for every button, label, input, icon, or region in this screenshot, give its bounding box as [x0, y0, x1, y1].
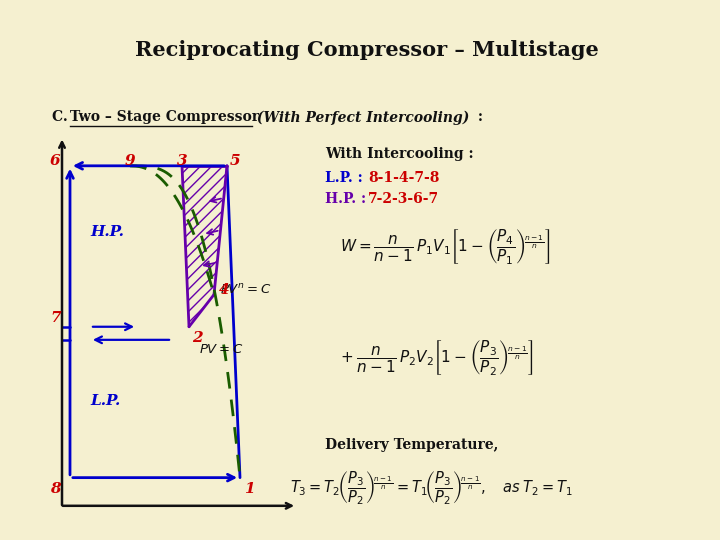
Text: With Intercooling :: With Intercooling :: [325, 147, 474, 161]
Text: 9: 9: [125, 154, 135, 168]
Text: Delivery Temperature,: Delivery Temperature,: [325, 438, 498, 453]
Text: 6: 6: [50, 154, 60, 168]
Text: C.: C.: [52, 111, 73, 125]
Text: 5: 5: [230, 154, 240, 168]
Text: Two – Stage Compressor: Two – Stage Compressor: [70, 111, 259, 125]
Text: 2: 2: [192, 331, 202, 345]
Text: H.P.: H.P.: [90, 225, 124, 239]
Text: 7-2-3-6-7: 7-2-3-6-7: [368, 192, 439, 206]
Text: 7: 7: [50, 310, 60, 325]
Text: L.P.: L.P.: [90, 394, 120, 408]
Text: 8-1-4-7-8: 8-1-4-7-8: [368, 171, 439, 185]
Text: $+\;\dfrac{n}{n-1}\, P_2 V_2 \left[1-\left(\dfrac{P_3}{P_2}\right)^{\!\frac{n-1}: $+\;\dfrac{n}{n-1}\, P_2 V_2 \left[1-\le…: [340, 338, 534, 377]
Text: Reciprocating Compressor – Multistage: Reciprocating Compressor – Multistage: [135, 40, 599, 60]
Text: $W = \dfrac{n}{n-1}\, P_1 V_1 \left[1-\left(\dfrac{P_4}{P_1}\right)^{\!\frac{n-1: $W = \dfrac{n}{n-1}\, P_1 V_1 \left[1-\l…: [340, 227, 551, 266]
Text: (With Perfect Intercooling): (With Perfect Intercooling): [252, 111, 469, 125]
Text: :: :: [473, 111, 483, 125]
Text: $PV^n = C$: $PV^n = C$: [220, 282, 271, 296]
Text: 1: 1: [244, 482, 255, 496]
Text: $PV = C$: $PV = C$: [199, 343, 243, 356]
Text: L.P. :: L.P. :: [325, 171, 368, 185]
Text: H.P. :: H.P. :: [325, 192, 371, 206]
Text: $T_3 = T_2\!\left(\dfrac{P_3}{P_2}\right)^{\!\frac{n-1}{n}}= T_1\!\left(\dfrac{P: $T_3 = T_2\!\left(\dfrac{P_3}{P_2}\right…: [290, 469, 573, 507]
Text: 8: 8: [50, 482, 60, 496]
Text: 3: 3: [177, 154, 188, 168]
Text: 4: 4: [219, 282, 230, 296]
